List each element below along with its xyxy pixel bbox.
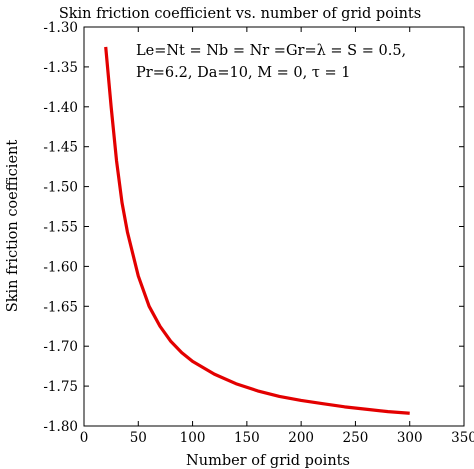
x-tick-label: 100 [180, 430, 206, 446]
chart-title: Skin friction coefficient vs. number of … [59, 6, 421, 22]
x-tick-label: 350 [451, 430, 474, 446]
annotation-line-2: Pr=6.2, Da=10, M = 0, τ = 1 [136, 65, 350, 81]
annotation-line-1: Le=Nt = Nb = Nr =Gr=λ = S = 0.5, [136, 43, 406, 59]
y-tick-label: -1.30 [43, 20, 78, 36]
series-group [104, 46, 410, 415]
x-tick-label: 250 [343, 430, 369, 446]
y-tick-label: -1.35 [43, 60, 78, 76]
x-axis-ticks: 0 50 100 150 200 250 300 350 [80, 27, 474, 446]
plot-frame [83, 26, 465, 427]
y-tick-label: -1.80 [43, 419, 78, 435]
y-tick-label: -1.65 [43, 299, 78, 315]
x-tick-label: 200 [288, 430, 314, 446]
y-tick-label: -1.50 [43, 180, 78, 196]
y-axis-ticks: -1.30 -1.35 -1.40 -1.45 -1.50 -1.55 -1.60 -1.65… [43, 20, 464, 435]
x-tick-label: 0 [80, 430, 89, 446]
x-tick-label: 50 [130, 430, 147, 446]
y-tick-label: -1.70 [43, 339, 78, 355]
y-tick-label: -1.60 [43, 259, 78, 275]
y-tick-label: -1.40 [43, 100, 78, 116]
x-tick-label: 300 [397, 430, 423, 446]
y-axis-label: Skin friction coefficient [5, 140, 21, 313]
x-axis-label: Number of grid points [186, 453, 350, 469]
y-tick-label: -1.75 [43, 379, 78, 395]
series-line [104, 46, 410, 415]
y-tick-label: -1.45 [43, 140, 78, 156]
y-tick-label: -1.55 [43, 220, 78, 236]
x-tick-label: 150 [234, 430, 260, 446]
